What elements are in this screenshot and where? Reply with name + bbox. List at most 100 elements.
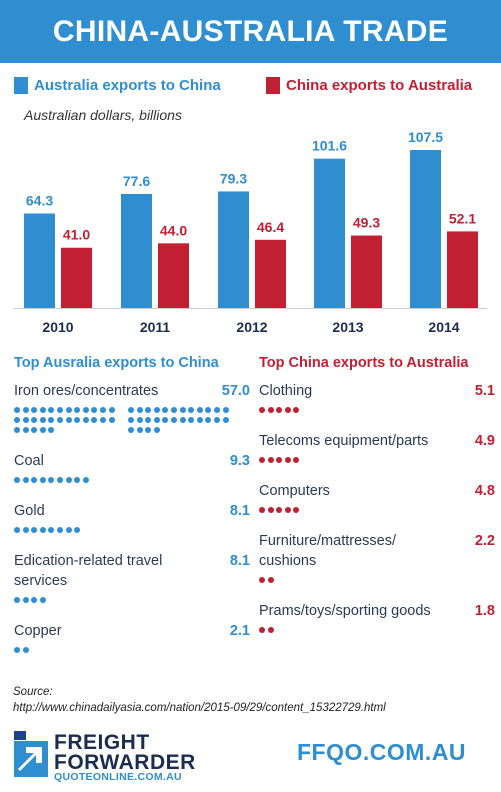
china-export-value: 5.1 [474, 383, 495, 399]
bar-australia-2012 [218, 191, 249, 308]
china-export-row: Furniture/mattresses/ cushions 2.2 [259, 531, 495, 587]
source-label: Source: [13, 686, 53, 698]
dot-marker [293, 507, 300, 513]
chart-unit-label: Australian dollars, billions [24, 107, 182, 123]
value-label-australia-2014: 107.5 [408, 129, 443, 145]
dot-marker [162, 407, 169, 413]
china-exports-list: Top China exports to Australia Clothing 5… [259, 355, 495, 651]
dot-marker [213, 407, 220, 413]
australian-flag-icon [14, 731, 26, 740]
dot-marker [188, 407, 195, 413]
china-export-label: Computers [259, 483, 330, 499]
dot-marker [267, 407, 274, 413]
dot-marker [14, 427, 20, 433]
dot-marker [99, 417, 106, 423]
dot-marker [259, 627, 265, 633]
dot-marker [56, 407, 63, 413]
australia-export-dot-indicator [14, 477, 250, 487]
dot-marker [65, 527, 72, 533]
value-label-china-2013: 49.3 [353, 215, 380, 231]
australia-export-dot-indicator [14, 597, 250, 607]
freight-forwarder-logo: FREIGHT FORWARDER QUOTEONLINE.COM.AU [14, 731, 224, 783]
value-label-australia-2012: 79.3 [220, 170, 247, 186]
dot-marker [48, 427, 55, 433]
dot-marker [188, 417, 195, 423]
dot-marker [162, 417, 169, 423]
australia-exports-heading: Top Ausralia exports to China [14, 355, 219, 371]
china-export-row: Computers 4.8 [259, 481, 495, 517]
dot-marker [179, 417, 186, 423]
china-export-dot-indicator [259, 627, 495, 637]
logo-line-2: FORWARDER [54, 751, 196, 774]
dot-group [14, 407, 122, 437]
china-export-row: Telecoms equipment/parts 4.9 [259, 431, 495, 467]
dot-marker [56, 417, 63, 423]
dot-marker [108, 417, 115, 423]
bar-australia-2013 [314, 158, 345, 308]
china-export-value: 4.8 [474, 483, 495, 499]
dot-marker [22, 527, 29, 533]
china-export-label: Prams/toys/sporting goods [259, 603, 431, 619]
logo-line-3: QUOTEONLINE.COM.AU [54, 771, 182, 783]
china-export-label: Clothing [259, 383, 313, 399]
australia-export-value: 57.0 [221, 383, 250, 399]
china-export-label: Telecoms equipment/parts [259, 433, 429, 449]
china-export-row: Prams/toys/sporting goods 1.8 [259, 601, 495, 637]
value-label-australia-2011: 77.6 [123, 173, 150, 189]
dot-marker [293, 457, 300, 463]
dot-group [128, 407, 236, 437]
dot-marker [22, 417, 29, 423]
dot-marker [22, 407, 29, 413]
australia-export-dot-indicator [14, 647, 250, 657]
dot-marker [259, 457, 265, 463]
dot-marker [22, 647, 29, 653]
dot-marker [74, 417, 81, 423]
australia-export-row: Iron ores/concentrates 57.0 [14, 381, 250, 437]
dot-marker [108, 407, 115, 413]
dot-marker [153, 407, 160, 413]
dot-marker [14, 417, 20, 423]
x-tick-label-2011: 2011 [140, 319, 171, 335]
dot-marker [196, 407, 203, 413]
dot-marker [31, 477, 38, 483]
australia-export-label: Iron ores/concentrates [14, 383, 159, 399]
australia-export-row: Copper 2.1 [14, 621, 250, 657]
dot-marker [267, 627, 274, 633]
dot-marker [74, 477, 81, 483]
china-export-label: Furniture/mattresses/ cushions [259, 533, 396, 569]
china-export-dot-indicator [259, 507, 495, 517]
china-export-dot-indicator [259, 407, 495, 417]
value-label-china-2010: 41.0 [63, 227, 90, 243]
value-label-china-2011: 44.0 [160, 222, 187, 238]
dot-marker [259, 577, 265, 583]
dot-marker [128, 407, 134, 413]
dot-marker [39, 427, 46, 433]
australia-export-dot-indicator [14, 527, 250, 537]
dot-marker [39, 477, 46, 483]
bar-china-2012 [255, 239, 286, 308]
dot-marker [293, 407, 300, 413]
chart-legend: Australia exports to China China exports… [14, 77, 494, 99]
legend-item-australia: Australia exports to China [14, 77, 221, 94]
dot-marker [267, 457, 274, 463]
source-url: http://www.chinadailyasia.com/nation/201… [13, 702, 386, 714]
dot-marker [39, 417, 46, 423]
dot-marker [222, 407, 229, 413]
bar-china-2011 [158, 243, 189, 308]
dot-marker [48, 417, 55, 423]
dot-marker [31, 597, 38, 603]
dot-marker [91, 417, 98, 423]
x-tick-label-2010: 2010 [42, 319, 73, 335]
dot-marker [205, 417, 212, 423]
dot-marker [136, 417, 143, 423]
australia-export-label: Gold [14, 503, 45, 519]
dot-marker [276, 407, 283, 413]
china-exports-heading: Top China exports to Australia [259, 355, 469, 371]
australia-export-label: Coal [14, 453, 44, 469]
dot-marker [14, 647, 20, 653]
dot-marker [276, 457, 283, 463]
dot-marker [267, 577, 274, 583]
australia-export-value: 8.1 [229, 503, 250, 519]
dot-marker [22, 477, 29, 483]
dot-marker [153, 427, 160, 433]
